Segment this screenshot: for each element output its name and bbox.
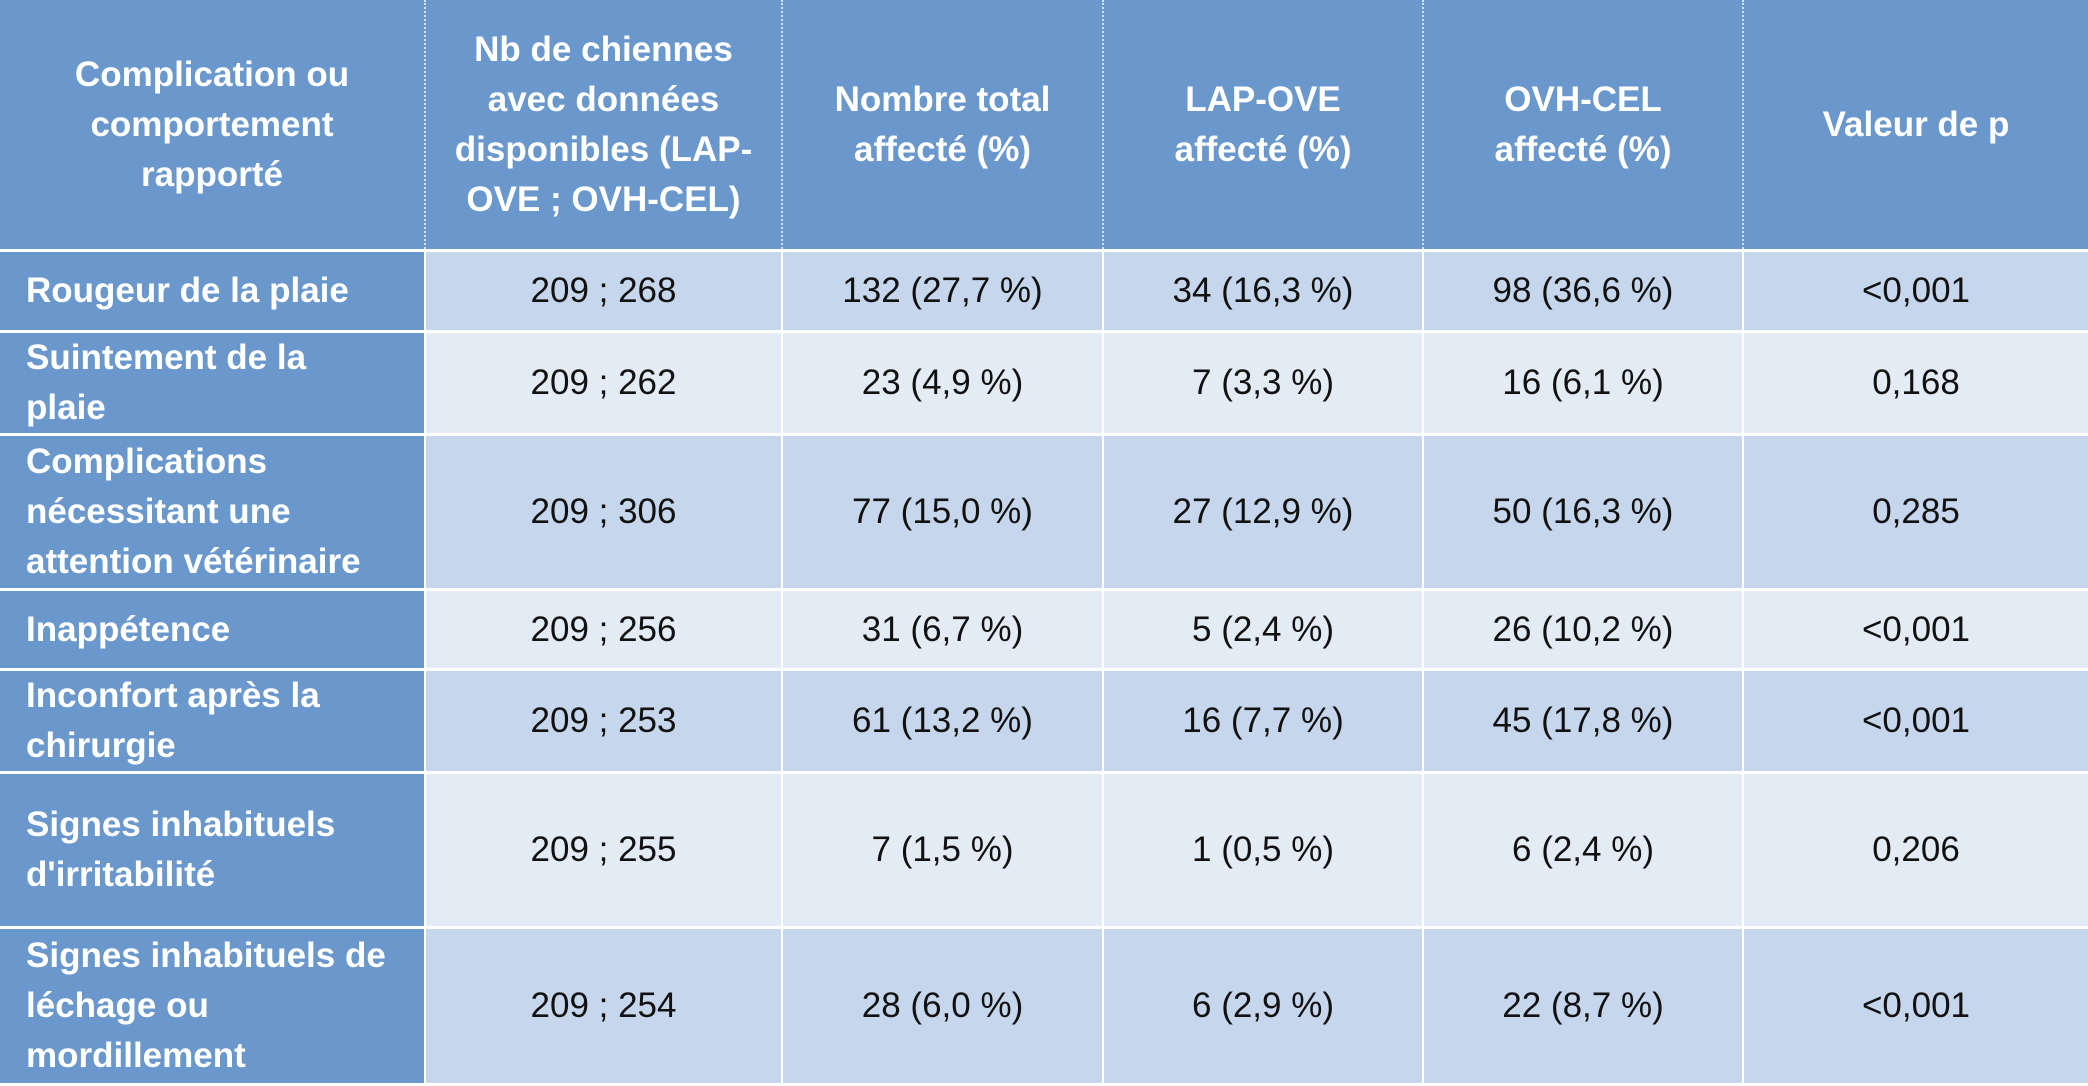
cell-nb: 209 ; 255 <box>424 772 782 929</box>
cell-lap-ove: 34 (16,3 %) <box>1102 250 1423 333</box>
cell-p-value: 0,206 <box>1742 772 2088 929</box>
cell-ovh-cel: 26 (10,2 %) <box>1422 589 1743 671</box>
cell-p-value: <0,001 <box>1742 250 2088 333</box>
table-body: Rougeur de la plaie 209 ; 268 132 (27,7 … <box>0 250 2088 1086</box>
cell-ovh-cel: 45 (17,8 %) <box>1422 669 1743 774</box>
header-nb-chiennes: Nb de chiennes avec données disponibles … <box>424 0 782 252</box>
table-header: Complication ou comportement rapporté Nb… <box>0 0 2088 252</box>
cell-p-value: 0,285 <box>1742 434 2088 591</box>
cell-nb: 209 ; 268 <box>424 250 782 333</box>
cell-lap-ove: 16 (7,7 %) <box>1102 669 1423 774</box>
header-lap-ove: LAP-OVE affecté (%) <box>1102 0 1423 252</box>
cell-total: 132 (27,7 %) <box>781 250 1103 333</box>
table-row: Signes inhabituels d'irritabilité 209 ; … <box>0 772 2088 929</box>
cell-nb: 209 ; 262 <box>424 331 782 436</box>
cell-p-value: <0,001 <box>1742 669 2088 774</box>
row-label: Inconfort après la chirurgie <box>0 669 426 774</box>
row-label: Signes inhabituels d'irritabilité <box>0 772 426 929</box>
cell-p-value: <0,001 <box>1742 589 2088 671</box>
cell-ovh-cel: 16 (6,1 %) <box>1422 331 1743 436</box>
row-label: Suintement de la plaie <box>0 331 426 436</box>
cell-lap-ove: 27 (12,9 %) <box>1102 434 1423 591</box>
table-row: Suintement de la plaie 209 ; 262 23 (4,9… <box>0 331 2088 436</box>
cell-lap-ove: 5 (2,4 %) <box>1102 589 1423 671</box>
row-label: Complications nécessitant une attention … <box>0 434 426 591</box>
cell-nb: 209 ; 254 <box>424 927 782 1086</box>
cell-nb: 209 ; 306 <box>424 434 782 591</box>
header-valeur-p: Valeur de p <box>1742 0 2088 252</box>
row-label: Inappétence <box>0 589 426 671</box>
cell-total: 61 (13,2 %) <box>781 669 1103 774</box>
table-row: Inappétence 209 ; 256 31 (6,7 %) 5 (2,4 … <box>0 589 2088 671</box>
table-row: Inconfort après la chirurgie 209 ; 253 6… <box>0 669 2088 774</box>
row-label: Signes inhabituels de léchage ou mordill… <box>0 927 426 1086</box>
cell-ovh-cel: 98 (36,6 %) <box>1422 250 1743 333</box>
table-row: Signes inhabituels de léchage ou mordill… <box>0 927 2088 1086</box>
row-label: Rougeur de la plaie <box>0 250 426 333</box>
cell-lap-ove: 7 (3,3 %) <box>1102 331 1423 436</box>
cell-ovh-cel: 6 (2,4 %) <box>1422 772 1743 929</box>
header-ovh-cel: OVH-CEL affecté (%) <box>1422 0 1743 252</box>
cell-lap-ove: 1 (0,5 %) <box>1102 772 1423 929</box>
header-complication: Complication ou comportement rapporté <box>0 0 425 252</box>
table-row: Rougeur de la plaie 209 ; 268 132 (27,7 … <box>0 250 2088 333</box>
cell-ovh-cel: 22 (8,7 %) <box>1422 927 1743 1086</box>
cell-total: 28 (6,0 %) <box>781 927 1103 1086</box>
cell-ovh-cel: 50 (16,3 %) <box>1422 434 1743 591</box>
header-row: Complication ou comportement rapporté Nb… <box>0 0 2088 252</box>
header-total-affecte: Nombre total affecté (%) <box>781 0 1103 252</box>
cell-total: 77 (15,0 %) <box>781 434 1103 591</box>
table-row: Complications nécessitant une attention … <box>0 434 2088 591</box>
cell-lap-ove: 6 (2,9 %) <box>1102 927 1423 1086</box>
cell-nb: 209 ; 256 <box>424 589 782 671</box>
cell-p-value: 0,168 <box>1742 331 2088 436</box>
cell-total: 23 (4,9 %) <box>781 331 1103 436</box>
cell-total: 31 (6,7 %) <box>781 589 1103 671</box>
cell-p-value: <0,001 <box>1742 927 2088 1086</box>
cell-nb: 209 ; 253 <box>424 669 782 774</box>
cell-total: 7 (1,5 %) <box>781 772 1103 929</box>
